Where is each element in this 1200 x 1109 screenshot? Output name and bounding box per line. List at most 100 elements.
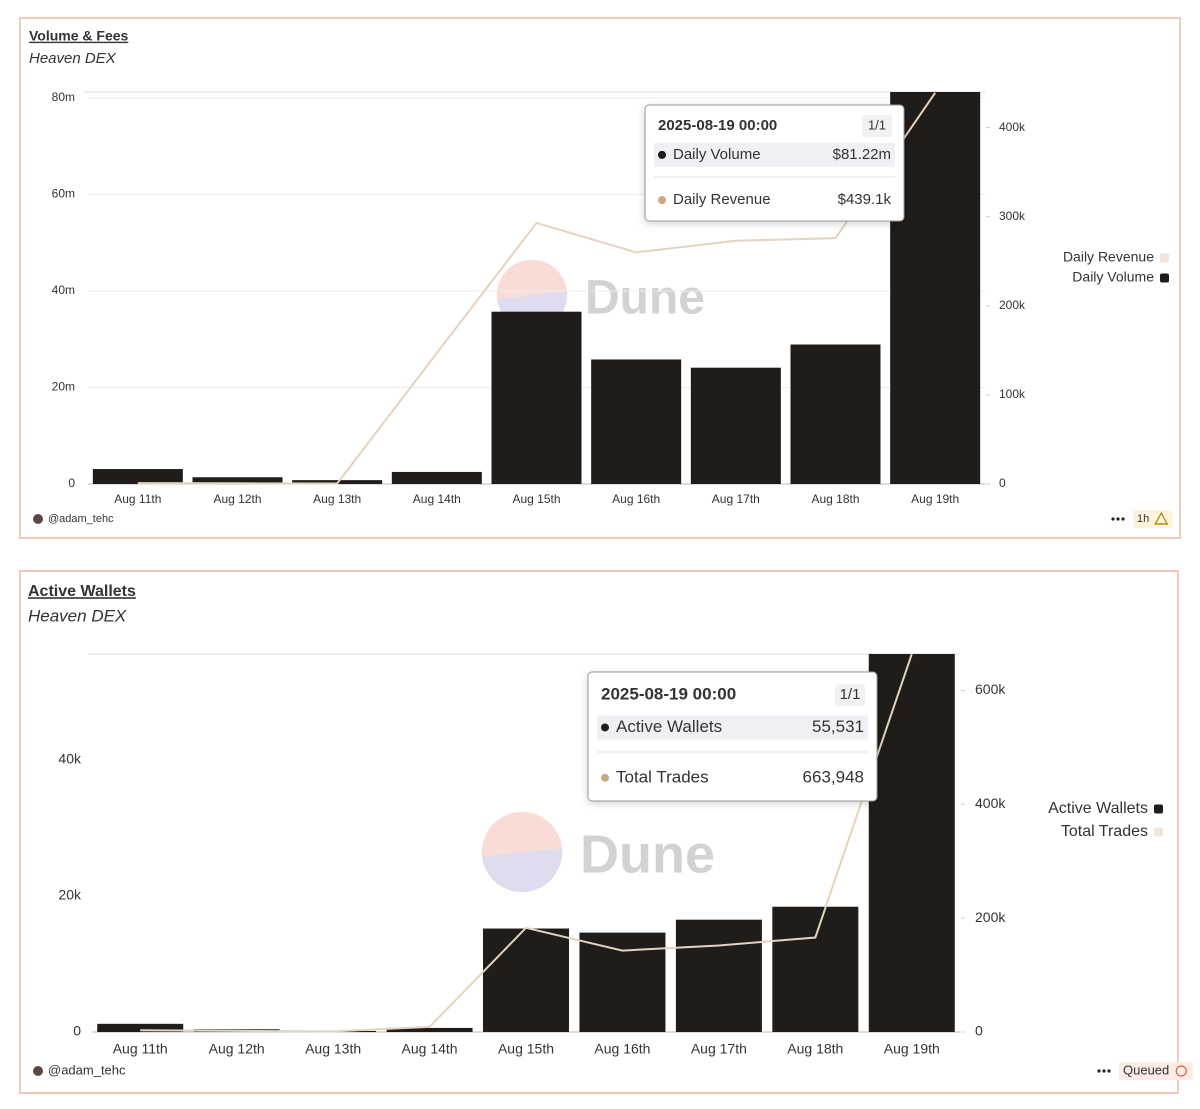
y-tick-label: 40m [52,283,75,297]
x-tick-label: Aug 16th [612,492,660,506]
tooltip-page-badge [835,684,865,707]
bar [97,1023,184,1032]
y-tick-label: 40k [58,750,82,766]
x-tick-label: Aug 14th [402,1041,458,1057]
status: Queued [1123,1062,1169,1077]
author: @adam_tehc [48,1062,126,1077]
bar [772,906,859,1032]
tooltip-dot [658,150,666,159]
x-tick-label: Aug 15th [498,1041,554,1057]
chart-title: Active Wallets [28,583,136,600]
x-tick-label: Aug 17th [712,492,760,506]
y2-tick-label: 300k [999,209,1026,223]
legend-label: Total Trades [1061,823,1148,840]
tooltip-row-highlight [597,715,868,740]
x-tick-label: Aug 12th [209,1041,265,1057]
y2-tick-label: 100k [999,387,1026,401]
tooltip-dot [601,723,609,732]
watermark-logo [496,259,567,299]
y2-tick-label: 400k [999,120,1026,134]
chart-subtitle: Heaven DEX [28,606,127,625]
status: 1h [1137,513,1149,525]
bar [579,932,666,1032]
watermark: Dune [585,272,705,325]
y2-tick-label: 400k [975,795,1006,811]
bar [386,1027,473,1032]
line-series [140,653,913,1033]
tooltip-row-highlight [654,142,895,167]
x-tick-label: Aug 14th [413,492,461,506]
x-tick-label: Aug 11th [113,1041,168,1057]
x-tick-label: Aug 18th [811,492,859,506]
x-tick-label: Aug 11th [114,492,161,506]
y-tick-label: 80m [52,90,75,104]
y2-tick-label: 600k [975,681,1006,697]
status-icon [1154,511,1169,525]
tooltip-value: $439.1k [838,191,892,208]
y-tick-label: 60m [52,187,75,201]
bar [491,311,582,484]
y-tick-label: 0 [73,1023,81,1039]
watermark-logo [481,811,562,856]
tooltip-value: $81.22m [833,146,891,163]
author-avatar [33,1066,43,1076]
watermark: Dune [580,824,715,884]
legend-label: Active Wallets [1048,800,1148,817]
more-icon [1107,1069,1111,1073]
bar [92,469,183,484]
tooltip-page-badge [862,114,892,137]
more-icon [1111,517,1115,521]
y2-tick-label: 0 [999,476,1006,490]
tooltip-series: Daily Revenue [673,191,771,208]
bar [192,477,283,484]
bar [483,928,569,1032]
bar [868,654,955,1032]
tooltip-series: Active Wallets [616,717,722,736]
x-tick-label: Aug 19th [884,1041,940,1057]
x-tick-label: Aug 17th [691,1041,747,1057]
bar [391,471,482,484]
tooltip-title: 2025-08-19 00:00 [658,117,777,134]
tooltip-series: Daily Volume [673,146,761,163]
y-tick-label: 0 [68,476,75,490]
tooltip-page: 1/1 [868,117,886,132]
tooltip-value: 663,948 [803,767,864,786]
tooltip-series: Total Trades [616,767,709,786]
x-tick-label: Aug 12th [213,492,261,506]
y-tick-label: 20m [52,380,75,394]
x-tick-label: Aug 15th [512,492,560,506]
y2-tick-label: 200k [975,909,1006,925]
more-icon [1116,517,1120,521]
x-tick-label: Aug 13th [313,492,361,506]
tooltip-value: 55,531 [812,717,864,736]
more-icon [1097,1069,1101,1073]
tooltip-title: 2025-08-19 00:00 [601,685,736,704]
legend-swatch [1160,273,1169,283]
tooltip-dot [658,196,666,205]
status-icon [1175,1065,1187,1077]
author: @adam_tehc [48,513,114,525]
watermark-logo [482,848,563,893]
legend-swatch [1160,253,1169,263]
chart-title: Volume & Fees [29,28,129,44]
bar [890,92,981,484]
chart-subtitle: Heaven DEX [29,50,117,67]
y2-tick-label: 200k [999,298,1026,312]
status-badge [1119,1062,1194,1080]
line-series [137,92,936,485]
y-tick-label: 20k [58,887,82,903]
legend-swatch [1154,827,1163,837]
tooltip-dot [601,773,609,782]
x-tick-label: Aug 18th [787,1041,843,1057]
legend-swatch [1154,804,1163,814]
bar [675,919,762,1032]
bar [690,367,781,484]
bar [591,359,682,484]
legend-label: Daily Volume [1072,269,1154,285]
more-icon [1102,1069,1106,1073]
legend-label: Daily Revenue [1063,249,1154,265]
tooltip-page: 1/1 [840,686,861,703]
more-icon [1121,517,1125,521]
x-tick-label: Aug 19th [911,492,959,506]
